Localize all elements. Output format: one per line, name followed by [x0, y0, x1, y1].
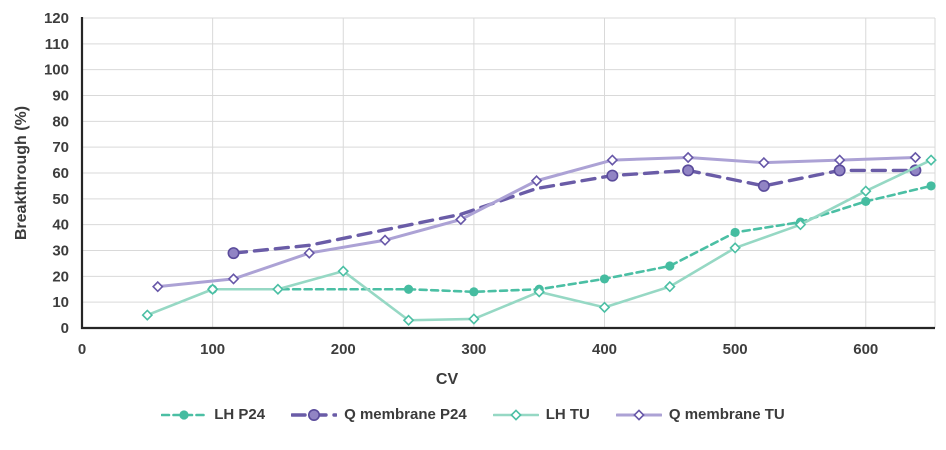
legend-label-lh-tu: LH TU: [545, 406, 590, 423]
y-tick-labels: 0 10 20 30 40 50 60 70 80 90 100 110 120: [44, 10, 69, 337]
svg-text:400: 400: [592, 341, 617, 358]
legend-sample-lh-p24-icon: [161, 409, 208, 420]
legend: LH P24 Q membrane P24 LH TU Q membrane TU: [0, 406, 946, 423]
legend-label-q-membrane-tu: Q membrane TU: [668, 406, 785, 423]
y-axis-title: Breakthrough (%): [13, 105, 30, 241]
legend-sample-q-membrane-tu-icon: [615, 408, 662, 421]
svg-text:90: 90: [52, 88, 69, 105]
x-axis-title: CV: [435, 371, 459, 388]
series-markers-lh-tu: [141, 154, 937, 326]
svg-text:60: 60: [52, 165, 69, 182]
svg-text:100: 100: [200, 341, 225, 358]
series-line-lh-p24: [211, 184, 933, 294]
legend-sample-q-membrane-p24-icon: [291, 408, 338, 421]
svg-text:300: 300: [461, 341, 486, 358]
svg-text:80: 80: [52, 113, 69, 130]
series-markers-q-membrane-p24: [227, 164, 922, 260]
svg-text:600: 600: [853, 341, 878, 358]
legend-item-lh-tu: LH TU: [492, 406, 590, 423]
svg-text:50: 50: [52, 191, 69, 208]
series-line-q-membrane-p24: [231, 168, 918, 255]
svg-text:500: 500: [723, 341, 748, 358]
legend-item-lh-p24: LH P24: [161, 406, 265, 423]
svg-text:10: 10: [52, 294, 69, 311]
svg-text:200: 200: [331, 341, 356, 358]
svg-text:70: 70: [52, 139, 69, 156]
legend-sample-lh-tu-icon: [492, 408, 539, 421]
svg-text:0: 0: [78, 341, 86, 358]
svg-text:20: 20: [52, 268, 69, 285]
series-markers-q-membrane-tu: [152, 151, 922, 293]
legend-item-q-membrane-tu: Q membrane TU: [615, 406, 785, 423]
legend-label-lh-p24: LH P24: [214, 406, 266, 423]
svg-text:40: 40: [52, 217, 69, 234]
svg-text:100: 100: [44, 62, 69, 79]
svg-text:120: 120: [44, 10, 69, 27]
legend-item-q-membrane-p24: Q membrane P24: [291, 406, 467, 423]
svg-text:30: 30: [52, 243, 69, 260]
plot-area: 0 10 20 30 40 50 60 70 80 90 100 110 120 0 100 200 300 40…: [44, 10, 937, 358]
svg-text:0: 0: [61, 320, 69, 337]
svg-text:110: 110: [45, 36, 69, 53]
x-tick-labels: 0 100 200 300 400 500 600: [78, 341, 878, 358]
legend-label-q-membrane-p24: Q membrane P24: [344, 406, 467, 423]
